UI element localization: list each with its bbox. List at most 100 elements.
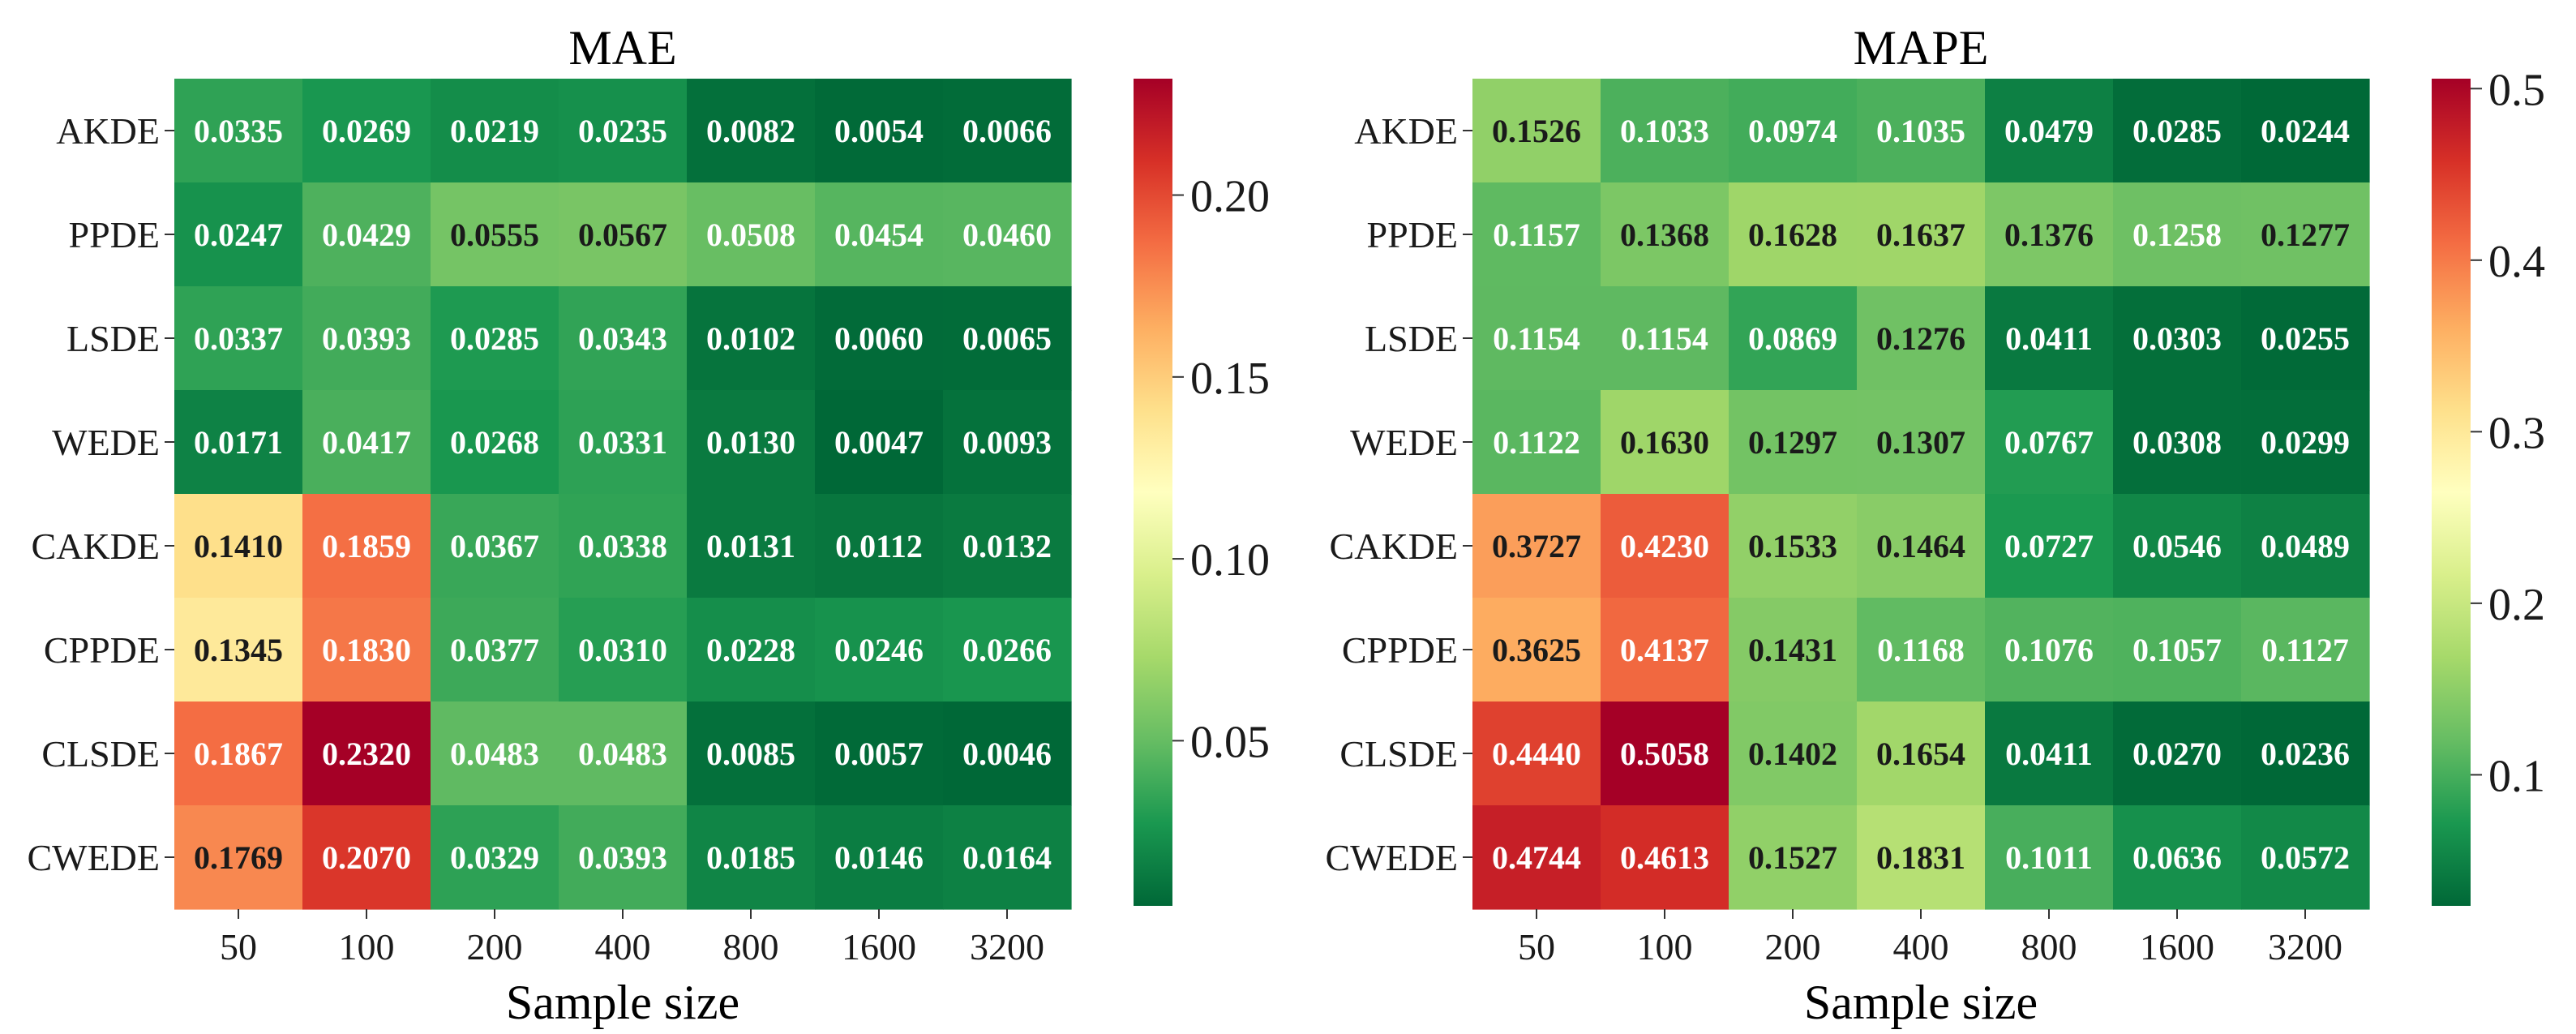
mape-cell bbox=[1601, 598, 1729, 702]
mae-cell-label: 0.0454 bbox=[834, 217, 924, 253]
mae-cell-label: 0.0102 bbox=[706, 320, 795, 357]
mae-heatmap-panel: MAE 0.0335 0.0269 0.0219 0.0235 0.0082 0.0054 0… bbox=[27, 21, 1270, 1029]
mae-cell-label: 0.0246 bbox=[834, 632, 924, 668]
mae-cell bbox=[431, 182, 559, 287]
mae-cell-label: 0.0393 bbox=[578, 839, 667, 876]
mae-cell-label: 0.0555 bbox=[450, 217, 539, 253]
mape-column-label: 800 bbox=[2021, 926, 2077, 967]
mape-cell bbox=[1472, 494, 1601, 599]
mae-cell bbox=[559, 286, 688, 391]
mape-cell bbox=[1985, 390, 2114, 495]
mape-cell bbox=[1985, 598, 2114, 702]
mape-cell bbox=[2113, 805, 2242, 910]
mae-cell bbox=[687, 182, 816, 287]
mae-row-label: CPPDE bbox=[44, 629, 160, 671]
mape-cell bbox=[1857, 390, 1986, 495]
mape-cell-label: 0.5058 bbox=[1620, 736, 1709, 772]
mae-cell-label: 0.0483 bbox=[578, 736, 667, 772]
mape-cell-label: 0.0546 bbox=[2132, 528, 2222, 564]
mae-cell bbox=[687, 286, 816, 391]
mape-cell bbox=[1472, 182, 1601, 287]
mae-cell-label: 0.0331 bbox=[578, 424, 667, 461]
mae-cell bbox=[559, 79, 688, 183]
mae-cell-label: 0.1859 bbox=[322, 528, 411, 564]
mae-cell-label: 0.0054 bbox=[834, 113, 924, 149]
mae-cell-label: 0.1830 bbox=[322, 632, 411, 668]
mape-row-label: CWEDE bbox=[1325, 837, 1458, 878]
mae-cell bbox=[174, 805, 303, 910]
mae-cell bbox=[815, 805, 944, 910]
mae-cell-label: 0.0377 bbox=[450, 632, 539, 668]
mape-cell-label: 0.0303 bbox=[2132, 320, 2222, 357]
mape-cell-label: 0.1431 bbox=[1748, 632, 1837, 668]
mae-cell bbox=[687, 805, 816, 910]
mae-cell bbox=[815, 79, 944, 183]
mae-cell-label: 0.0417 bbox=[322, 424, 411, 461]
mae-cell bbox=[687, 79, 816, 183]
mape-column-label: 1600 bbox=[2140, 926, 2214, 967]
mape-cell bbox=[2241, 805, 2370, 910]
mae-colorbar-tick-label: 0.15 bbox=[1190, 354, 1270, 404]
mape-cell bbox=[1472, 79, 1601, 183]
mape-cell-label: 0.0572 bbox=[2261, 839, 2350, 876]
mape-colorbar-tick-label: 0.5 bbox=[2488, 65, 2545, 115]
mape-cell bbox=[2241, 390, 2370, 495]
mae-column-label: 100 bbox=[339, 926, 395, 967]
mae-cell-label: 0.0247 bbox=[194, 217, 283, 253]
mae-cell-label: 0.0085 bbox=[706, 736, 795, 772]
mae-row-label: PPDE bbox=[69, 214, 160, 255]
mae-column-label: 1600 bbox=[842, 926, 916, 967]
mae-x-axis-label: Sample size bbox=[506, 976, 739, 1029]
mae-cell-label: 0.0047 bbox=[834, 424, 924, 461]
mae-cell-label: 0.0112 bbox=[835, 528, 923, 564]
mae-cell-label: 0.0338 bbox=[578, 528, 667, 564]
mae-cell bbox=[302, 286, 431, 391]
mape-cell-label: 0.1368 bbox=[1620, 217, 1709, 253]
mae-cell-label: 0.1769 bbox=[194, 839, 283, 876]
mae-cell-label: 0.0337 bbox=[194, 320, 283, 357]
mape-cell-label: 0.0869 bbox=[1748, 320, 1837, 357]
mape-cell bbox=[1472, 701, 1601, 806]
mae-cell-label: 0.0082 bbox=[706, 113, 795, 149]
mape-column-label: 50 bbox=[1518, 926, 1555, 967]
mape-cell-label: 0.0479 bbox=[2004, 113, 2094, 149]
mae-cell bbox=[687, 390, 816, 495]
mape-cell bbox=[1985, 286, 2114, 391]
mape-cell bbox=[1857, 598, 1986, 702]
mae-cell bbox=[302, 79, 431, 183]
mae-cell-label: 0.0093 bbox=[962, 424, 1052, 461]
mape-cell-label: 0.1307 bbox=[1876, 424, 1965, 461]
mae-cell bbox=[174, 286, 303, 391]
mape-colorbar-tick-label: 0.2 bbox=[2488, 580, 2545, 630]
mape-cell bbox=[1857, 79, 1986, 183]
mape-cell bbox=[2241, 701, 2370, 806]
mae-cell-label: 0.1345 bbox=[194, 632, 283, 668]
mape-cell bbox=[1729, 701, 1858, 806]
mape-cell bbox=[1472, 286, 1601, 391]
mape-cell-label: 0.0489 bbox=[2261, 528, 2350, 564]
mae-cell bbox=[943, 701, 1072, 806]
mae-cell bbox=[174, 598, 303, 702]
mape-cell-label: 0.4744 bbox=[1492, 839, 1581, 876]
mae-cell bbox=[431, 598, 559, 702]
mae-cell-label: 0.0057 bbox=[834, 736, 924, 772]
mape-cell bbox=[1857, 805, 1986, 910]
mae-cell-label: 0.0268 bbox=[450, 424, 539, 461]
mape-cell-label: 0.0244 bbox=[2261, 113, 2350, 149]
mape-cell-label: 0.1157 bbox=[1493, 217, 1580, 253]
mape-cell-label: 0.0308 bbox=[2132, 424, 2222, 461]
mae-cell bbox=[431, 701, 559, 806]
mae-cell bbox=[174, 79, 303, 183]
mape-cell bbox=[1729, 805, 1858, 910]
mape-cell-label: 0.1122 bbox=[1493, 424, 1580, 461]
mape-cell-label: 0.0411 bbox=[2005, 320, 2093, 357]
mae-colorbar-tick-label: 0.10 bbox=[1190, 535, 1270, 586]
mape-cell-label: 0.1258 bbox=[2132, 217, 2222, 253]
mae-cell-label: 0.0329 bbox=[450, 839, 539, 876]
mae-row-label: LSDE bbox=[66, 318, 160, 359]
mape-chart-title: MAPE bbox=[1854, 21, 1989, 75]
mape-cell-label: 0.0767 bbox=[2004, 424, 2094, 461]
mape-row-label: CLSDE bbox=[1339, 733, 1458, 774]
mape-cell bbox=[2241, 182, 2370, 287]
